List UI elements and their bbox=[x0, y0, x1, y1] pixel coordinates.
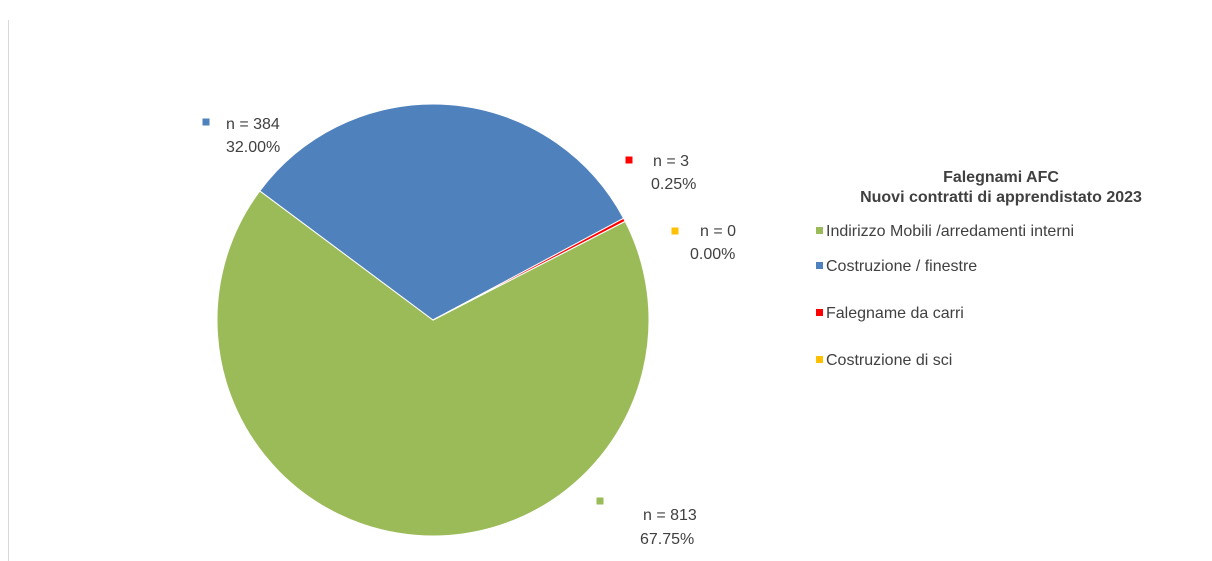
legend: Falegnami AFC Nuovi contratti di apprend… bbox=[816, 168, 1196, 397]
legend-label: Indirizzo Mobili /arredamenti interni bbox=[826, 223, 1075, 240]
legend-item: Indirizzo Mobili /arredamenti interni bbox=[816, 221, 1086, 242]
percentage-label: 32.00% bbox=[226, 139, 280, 156]
chart-subtitle: Nuovi contratti di apprendistato 2023 bbox=[860, 189, 1142, 206]
legend-swatch bbox=[816, 356, 823, 363]
legend-swatch bbox=[816, 227, 823, 234]
pie-slice bbox=[432, 220, 626, 321]
label-key bbox=[625, 156, 633, 164]
legend-items: Indirizzo Mobili /arredamenti interni Cos… bbox=[816, 221, 1196, 371]
value-label: n = 3 bbox=[653, 153, 689, 170]
pie-slice bbox=[259, 103, 625, 321]
value-label: n = 813 bbox=[643, 507, 697, 524]
legend-item: Costruzione / finestre bbox=[816, 256, 1086, 277]
legend-label: Falegname da carri bbox=[826, 305, 964, 322]
legend-label: Costruzione di sci bbox=[826, 352, 953, 369]
percentage-label: 0.00% bbox=[690, 246, 735, 263]
legend-item: Falegname da carri bbox=[816, 303, 1086, 324]
legend-swatch bbox=[816, 262, 823, 269]
legend-swatch bbox=[816, 309, 823, 316]
value-label: n = 0 bbox=[700, 223, 736, 240]
chart-title: Falegnami AFC bbox=[943, 169, 1059, 186]
label-key bbox=[671, 227, 679, 235]
percentage-label: 67.75% bbox=[640, 531, 694, 548]
label-key bbox=[596, 497, 604, 505]
label-key bbox=[202, 118, 210, 126]
percentage-label: 0.25% bbox=[651, 176, 696, 193]
value-label: n = 384 bbox=[226, 116, 280, 133]
legend-label: Costruzione / finestre bbox=[826, 258, 978, 275]
legend-item: Costruzione di sci bbox=[816, 350, 1086, 371]
pie-slice bbox=[216, 190, 650, 537]
